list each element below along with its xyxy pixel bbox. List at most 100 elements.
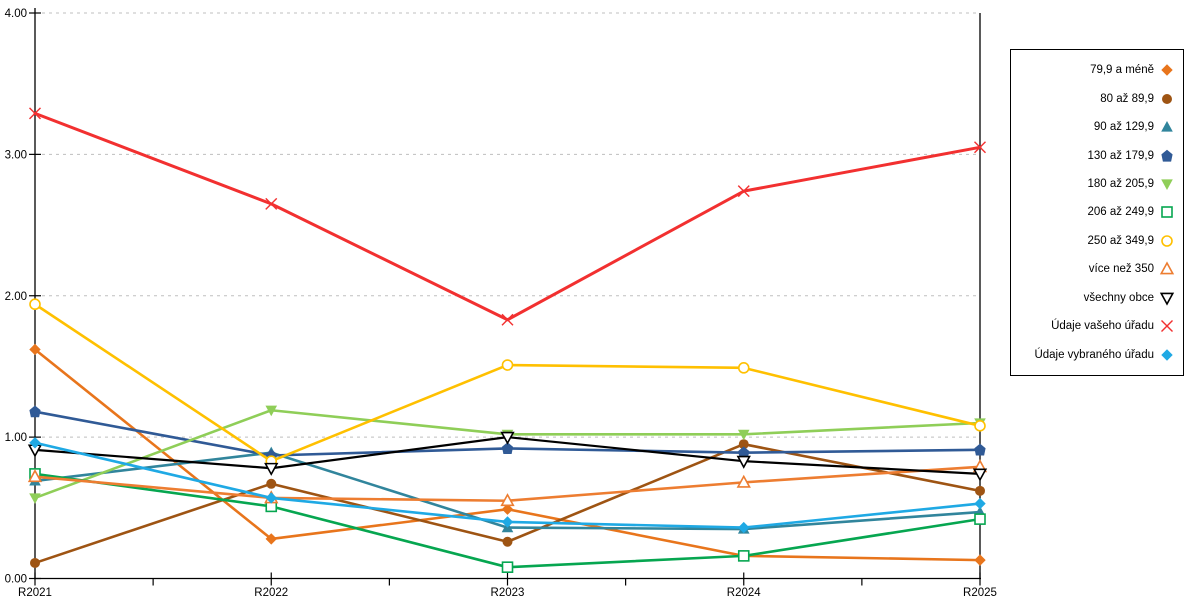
marker-triangle-down [265, 405, 278, 417]
marker-triangle-down [29, 493, 41, 504]
marker-circle [30, 557, 40, 568]
y-tick-label: 4.00 [5, 8, 27, 20]
marker-pentagon [1161, 149, 1173, 162]
legend-marker-icon [1161, 349, 1173, 361]
marker-triangle-up [1159, 261, 1175, 275]
legend-label: 180 až 205,9 [1087, 178, 1154, 191]
marker-circle [737, 362, 750, 374]
legend-item: Údaje vašeho úřadu [1011, 312, 1183, 340]
marker-circle [266, 478, 277, 489]
series-7 [27, 459, 988, 507]
marker-triangle-down [264, 462, 279, 476]
marker-diamond [265, 533, 277, 545]
legend-item: 180 až 205,9 [1011, 170, 1183, 198]
marker-x [1161, 320, 1173, 333]
series-8 [27, 431, 988, 482]
marker-diamond [501, 503, 514, 515]
series-9 [29, 107, 986, 326]
series-0 [29, 343, 986, 566]
marker-circle [501, 359, 514, 371]
legend-marker-icon [1161, 179, 1173, 191]
legend-item: 90 až 129,9 [1011, 113, 1183, 141]
marker-circle [974, 420, 986, 432]
marker-diamond [29, 343, 41, 356]
marker-square [737, 550, 750, 562]
series-10 [29, 437, 986, 534]
marker-triangle-down [1159, 292, 1175, 306]
marker-triangle-up [27, 469, 43, 483]
x-tick-label: R2021 [18, 587, 52, 599]
marker-pentagon [974, 443, 986, 456]
marker-diamond [738, 521, 750, 534]
marker-triangle-down [736, 455, 751, 469]
legend-item: více než 350 [1011, 255, 1183, 283]
marker-triangle-up [1161, 121, 1173, 132]
y-tick-label: 1.00 [5, 432, 27, 444]
legend-label: více než 350 [1088, 263, 1154, 276]
legend-item: 250 až 349,9 [1011, 227, 1183, 255]
legend-marker-icon [1162, 93, 1172, 104]
legend-label: 79,9 a méně [1090, 64, 1154, 77]
y-tick-label: 3.00 [5, 149, 27, 161]
legend-label: 130 až 179,9 [1087, 149, 1154, 162]
marker-triangle-down [737, 429, 750, 441]
x-tick-label: R2022 [254, 587, 288, 599]
marker-diamond [265, 492, 277, 504]
legend-label: 80 až 89,9 [1100, 92, 1154, 105]
marker-triangle-down [1161, 179, 1173, 191]
series-line [33, 408, 982, 500]
legend: 79,9 a méně 80 až 89,9 90 až 129,9 130 až 1… [1010, 49, 1184, 376]
marker-square [501, 561, 514, 573]
x-tick-label: R2023 [491, 587, 525, 599]
marker-diamond [29, 437, 41, 449]
x-tick-label: R2024 [727, 587, 761, 599]
x-tick-label: R2025 [963, 587, 997, 599]
marker-circle [1162, 93, 1172, 104]
legend-marker-icon [1159, 261, 1175, 275]
series-6 [29, 298, 986, 467]
marker-diamond [974, 497, 986, 510]
marker-triangle-up [736, 474, 751, 488]
marker-circle [738, 439, 749, 450]
marker-diamond [974, 554, 986, 566]
marker-circle [1161, 235, 1173, 247]
legend-marker-icon [1161, 149, 1173, 162]
y-tick-label: 0.00 [5, 574, 27, 586]
marker-x [29, 107, 41, 120]
legend-label: všechny obce [1083, 291, 1154, 304]
legend-marker-icon [1161, 64, 1173, 76]
y-tick-label: 2.00 [5, 291, 27, 303]
legend-item: 79,9 a méně [1011, 56, 1183, 84]
marker-triangle-down [500, 431, 515, 445]
marker-triangle-up [500, 493, 515, 507]
legend-item: všechny obce [1011, 284, 1183, 312]
marker-circle [502, 536, 513, 547]
series-1 [30, 439, 985, 568]
marker-diamond [1161, 349, 1173, 361]
legend-item: 206 až 249,9 [1011, 198, 1183, 226]
legend-marker-icon [1161, 206, 1173, 219]
marker-x [974, 141, 986, 154]
legend-label: Údaje vašeho úřadu [1051, 320, 1154, 333]
legend-item: 130 až 179,9 [1011, 142, 1183, 170]
series-line [33, 111, 982, 322]
marker-pentagon [29, 405, 41, 418]
marker-diamond [501, 516, 514, 528]
legend-marker-icon [1159, 292, 1175, 306]
legend-marker-icon [1161, 121, 1173, 132]
legend-label: Údaje vybraného úřadu [1034, 348, 1154, 361]
legend-marker-icon [1161, 235, 1173, 247]
legend-label: 250 až 349,9 [1087, 234, 1154, 247]
legend-marker-icon [1161, 320, 1173, 333]
marker-circle [29, 298, 41, 311]
marker-square [1161, 206, 1173, 219]
marker-circle [975, 485, 985, 496]
marker-x [737, 185, 750, 198]
marker-diamond [1161, 64, 1173, 76]
marker-pentagon [738, 446, 750, 459]
legend-item: 80 až 89,9 [1011, 85, 1183, 113]
marker-triangle-down [972, 468, 988, 482]
marker-square [974, 513, 986, 525]
marker-x [501, 313, 514, 326]
